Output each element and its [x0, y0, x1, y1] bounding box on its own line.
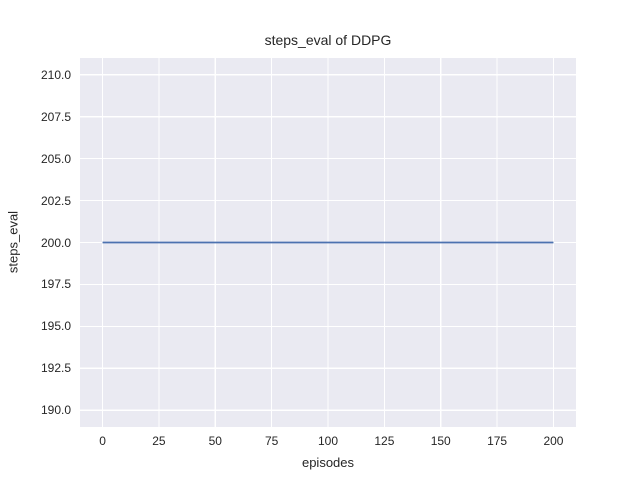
- y-tick-label: 202.5: [40, 193, 71, 208]
- chart-title: steps_eval of DDPG: [264, 32, 392, 48]
- x-tick-label: 50: [208, 434, 222, 448]
- x-axis-label: episodes: [301, 455, 355, 470]
- plot-canvas: [80, 58, 576, 427]
- x-tick-label: 150: [430, 434, 451, 448]
- y-tick-label: 190.0: [40, 403, 71, 418]
- y-tick-label: 205.0: [40, 151, 71, 166]
- plot-area: [80, 58, 576, 427]
- y-tick-label: 192.5: [40, 361, 71, 376]
- x-tick-label: 200: [543, 434, 564, 448]
- y-tick-label: 200.0: [40, 235, 71, 250]
- x-tick-label: 0: [99, 434, 106, 448]
- x-tick-label: 25: [152, 434, 166, 448]
- y-tick-label: 207.5: [40, 109, 71, 124]
- x-tick-label: 125: [374, 434, 395, 448]
- x-tick-label: 75: [264, 434, 279, 448]
- y-tick-label: 210.0: [40, 67, 71, 82]
- y-axis-label: steps_eval: [5, 210, 21, 274]
- y-tick-label: 197.5: [40, 277, 71, 292]
- y-tick-label: 195.0: [40, 319, 71, 334]
- x-tick-label: 100: [317, 434, 339, 448]
- x-tick-label: 175: [487, 434, 508, 448]
